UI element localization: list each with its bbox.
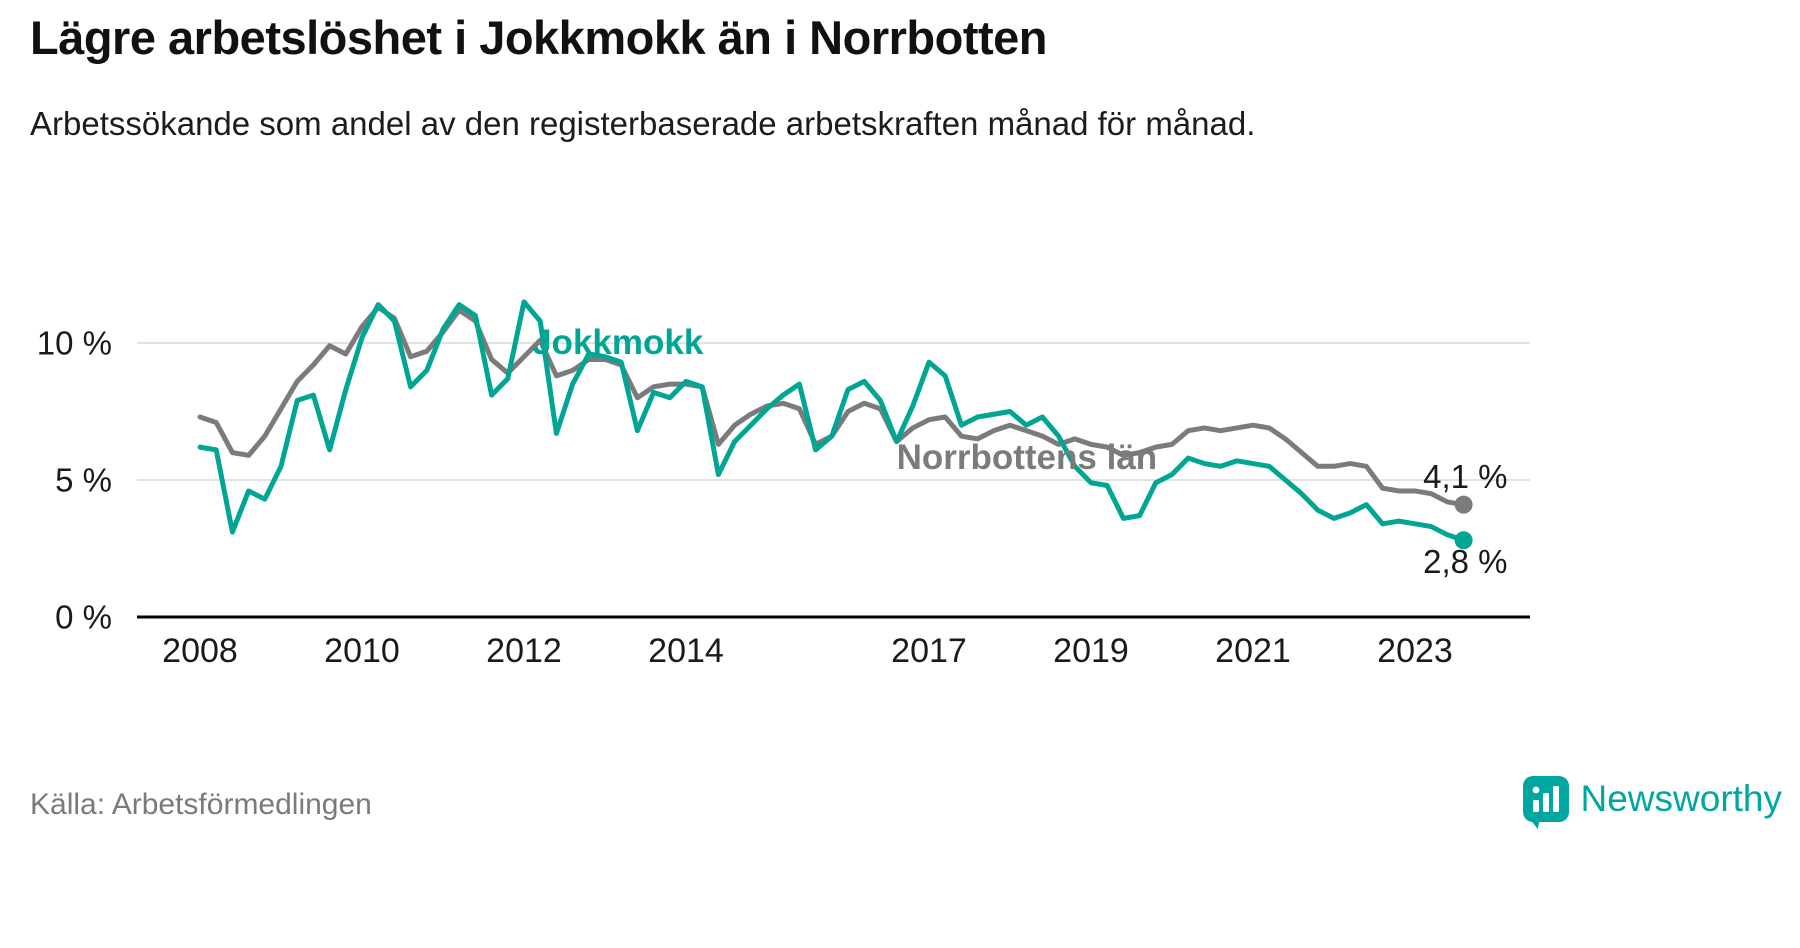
newsworthy-wordmark: Newsworthy: [1580, 778, 1783, 819]
y-tick-label: 0 %: [55, 599, 112, 636]
end-value-label-norrbotten: 4,1 %: [1423, 458, 1507, 495]
x-tick-label: 2017: [891, 632, 967, 670]
newsworthy-logo-icon: [1522, 776, 1569, 822]
chart-subtitle: Arbetssökande som andel av den registerb…: [30, 105, 1256, 142]
series-end-dot: [1454, 495, 1473, 514]
newsworthy-brand: Newsworthy: [1522, 776, 1783, 822]
x-tick-label: 2021: [1215, 632, 1291, 670]
series-label-norrbotten: Norrbottens län: [897, 438, 1158, 477]
end-value-label-jokkmokk: 2,8 %: [1423, 543, 1507, 580]
x-tick-label: 2012: [486, 632, 562, 670]
chart-title: Lägre arbetslöshet i Jokkmokk än i Norrb…: [30, 11, 1048, 64]
x-tick-label: 2014: [648, 632, 724, 670]
x-tick-label: 2010: [324, 632, 400, 670]
x-tick-label: 2023: [1377, 632, 1453, 670]
series-line-jokkmokk: [197, 299, 1467, 543]
series-label-jokkmokk: Jokkmokk: [532, 323, 704, 362]
y-tick-label: 5 %: [55, 462, 112, 499]
source-note: Källa: Arbetsförmedlingen: [30, 788, 372, 821]
x-tick-label: 2019: [1053, 632, 1129, 670]
x-tick-label: 2008: [162, 632, 238, 670]
y-tick-label: 10 %: [37, 325, 112, 362]
series-line-norrbottens-l-n: [197, 304, 1467, 508]
series-end-dot: [1454, 531, 1473, 550]
